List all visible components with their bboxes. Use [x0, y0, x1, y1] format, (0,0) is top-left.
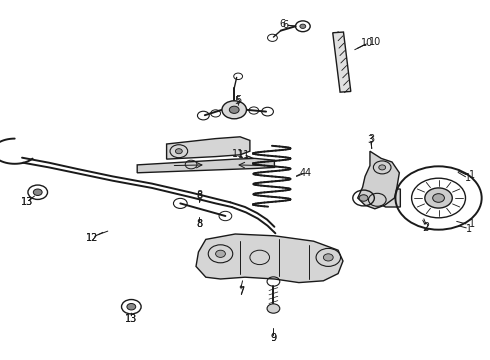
- Circle shape: [175, 149, 182, 154]
- Circle shape: [222, 101, 246, 119]
- Circle shape: [122, 300, 141, 314]
- Text: 10: 10: [362, 38, 374, 48]
- Polygon shape: [167, 137, 250, 159]
- Text: 5: 5: [235, 95, 241, 105]
- Circle shape: [267, 304, 280, 313]
- Text: 9: 9: [270, 333, 276, 343]
- Text: 8: 8: [196, 190, 202, 201]
- Text: 3: 3: [368, 135, 373, 145]
- Text: 11: 11: [232, 149, 244, 159]
- Text: 8: 8: [196, 219, 202, 229]
- Polygon shape: [376, 189, 400, 207]
- Circle shape: [127, 303, 136, 310]
- Circle shape: [359, 195, 368, 201]
- Circle shape: [28, 185, 48, 199]
- Text: 13: 13: [21, 197, 33, 207]
- Text: 10: 10: [368, 37, 381, 48]
- Text: 4: 4: [300, 168, 306, 178]
- Text: 5: 5: [235, 96, 241, 106]
- Text: 7: 7: [238, 285, 244, 296]
- Circle shape: [433, 194, 444, 202]
- Circle shape: [33, 189, 42, 195]
- Text: 2: 2: [423, 222, 429, 232]
- Text: 8: 8: [197, 191, 203, 201]
- Polygon shape: [137, 158, 274, 173]
- Text: 12: 12: [86, 233, 98, 243]
- Polygon shape: [358, 151, 399, 209]
- Circle shape: [300, 24, 306, 28]
- Circle shape: [323, 254, 333, 261]
- Text: 6: 6: [282, 20, 288, 30]
- Text: 11: 11: [238, 150, 250, 160]
- Text: 7: 7: [238, 287, 244, 297]
- Text: 8: 8: [197, 219, 203, 229]
- Text: 13: 13: [125, 314, 137, 324]
- Text: 1: 1: [466, 224, 472, 234]
- Text: 1: 1: [465, 173, 471, 183]
- Text: 9: 9: [270, 333, 276, 343]
- Text: 1: 1: [469, 219, 475, 229]
- Text: 13: 13: [125, 314, 137, 324]
- Circle shape: [229, 106, 239, 113]
- Text: 13: 13: [21, 197, 33, 207]
- Text: 6: 6: [279, 19, 286, 29]
- Polygon shape: [196, 234, 343, 283]
- Text: 12: 12: [86, 233, 98, 243]
- Text: 4: 4: [305, 168, 311, 178]
- Polygon shape: [333, 32, 351, 92]
- Text: 2: 2: [423, 222, 429, 233]
- Text: 3: 3: [368, 134, 374, 144]
- Circle shape: [379, 165, 386, 170]
- Circle shape: [425, 188, 452, 208]
- Circle shape: [216, 250, 225, 257]
- Text: 1: 1: [469, 170, 475, 180]
